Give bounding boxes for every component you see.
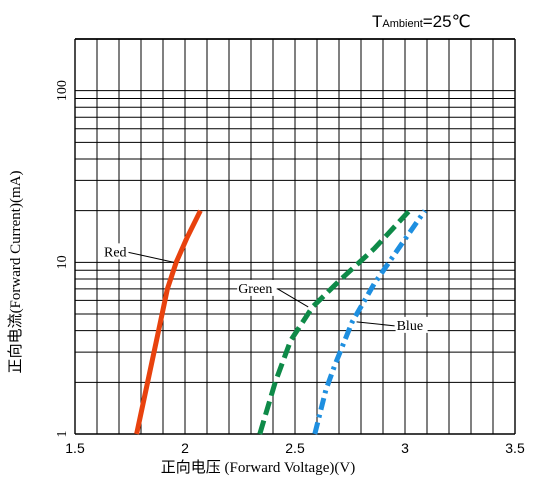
series-label-blue: Blue bbox=[397, 319, 423, 334]
leader-line-red bbox=[128, 251, 175, 263]
series-line-red bbox=[134, 209, 203, 435]
x-tick-label: 2.5 bbox=[285, 440, 305, 456]
leader-line-green bbox=[277, 288, 309, 308]
ambient-temperature-label: TAmbient=25℃ bbox=[372, 12, 471, 31]
label-background-blue bbox=[395, 316, 428, 333]
x-tick-label: 2 bbox=[181, 440, 189, 456]
y-tick-label: 10 bbox=[55, 255, 70, 269]
annotations: Red Green Blue bbox=[103, 243, 428, 334]
series-label-green: Green bbox=[238, 282, 272, 297]
x-tick-label: 3.5 bbox=[505, 440, 525, 456]
label-background-red bbox=[103, 243, 128, 260]
leader-line-blue bbox=[356, 321, 395, 327]
series-lines bbox=[134, 209, 427, 435]
grid bbox=[74, 38, 516, 435]
tick-labels: 1.5 2 2.5 3 3.5 1 10 100 bbox=[55, 80, 525, 456]
y-tick-label: 1 bbox=[55, 431, 70, 438]
label-background-green bbox=[237, 279, 277, 296]
series-line-blue bbox=[312, 209, 427, 435]
x-tick-label: 3 bbox=[401, 440, 409, 456]
x-tick-label: 1.5 bbox=[65, 440, 85, 456]
y-axis-title: 正向电流(Forward Current)(mA) bbox=[7, 171, 24, 374]
series-label-red: Red bbox=[104, 245, 127, 260]
y-tick-label: 100 bbox=[55, 80, 70, 101]
x-axis-title: 正向电压 (Forward Voltage)(V) bbox=[161, 459, 355, 476]
series-line-green bbox=[257, 209, 412, 435]
